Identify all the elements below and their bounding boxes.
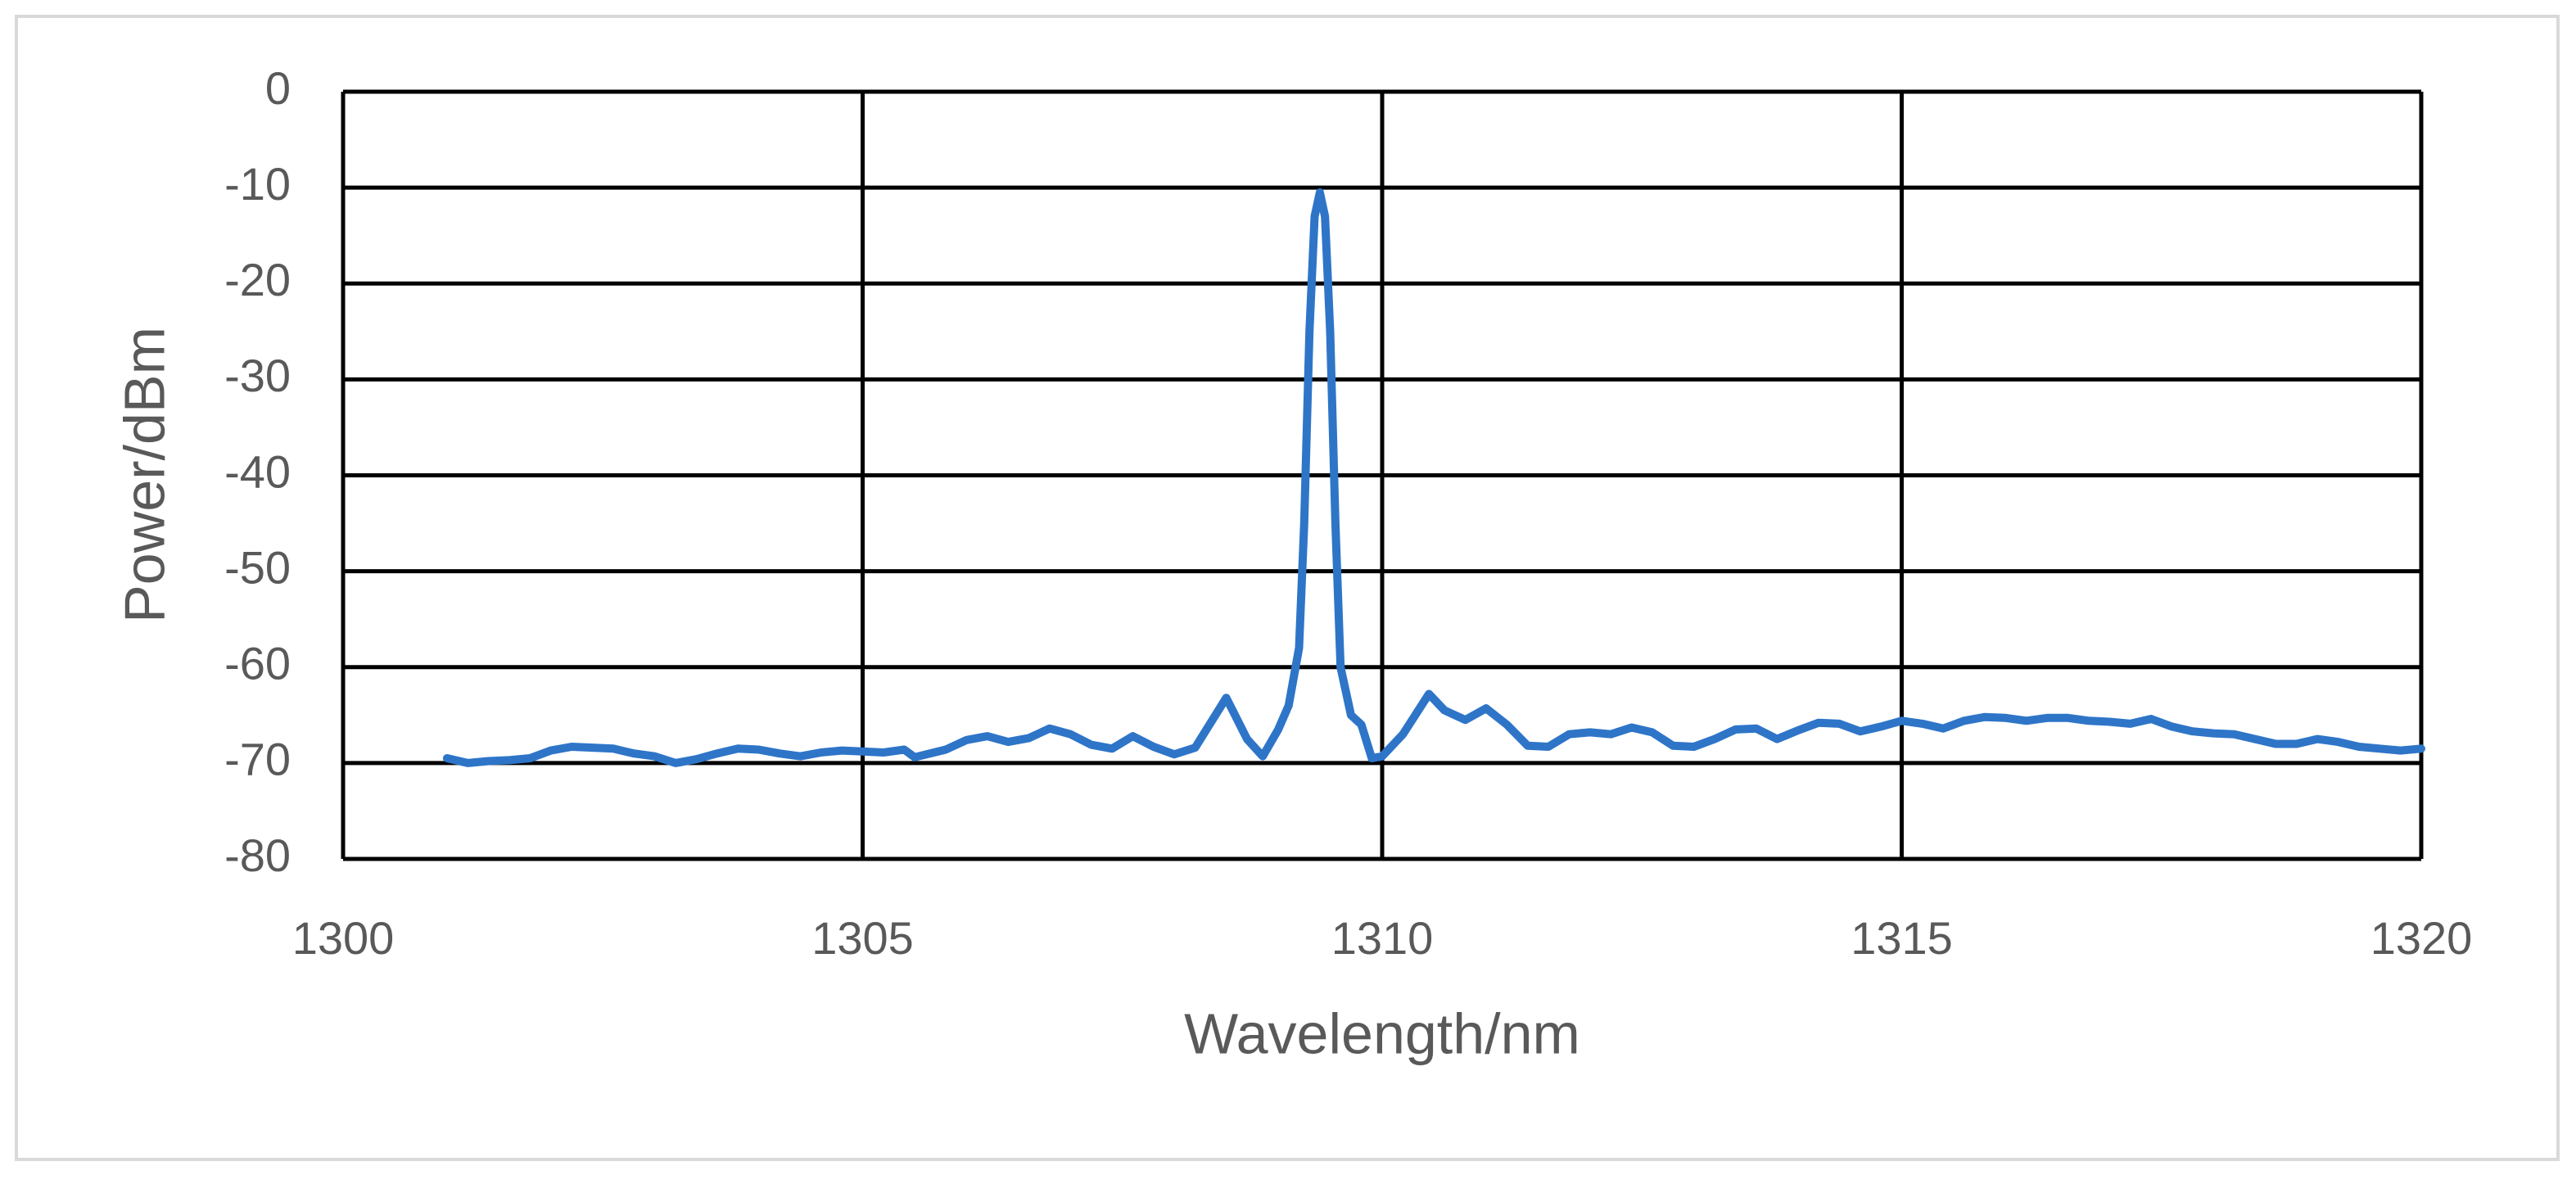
y-tick-label: -20 xyxy=(224,254,291,305)
y-tick-label: -40 xyxy=(224,445,291,497)
y-tick-label: -50 xyxy=(224,541,291,593)
y-tick-label: -60 xyxy=(224,638,291,689)
data-line xyxy=(442,188,2425,767)
x-tick-label: 1315 xyxy=(1851,912,1953,964)
x-tick-label: 1320 xyxy=(2370,912,2473,964)
x-axis-title: Wavelength/nm xyxy=(1184,1001,1580,1065)
x-tick-label: 1305 xyxy=(811,912,914,964)
x-tick-label: 1310 xyxy=(1331,912,1434,964)
y-tick-label: -70 xyxy=(224,734,291,785)
chart-frame xyxy=(15,15,2560,1161)
y-tick-label: -80 xyxy=(224,829,291,881)
y-tick-label: 0 xyxy=(265,62,291,114)
y-tick-label: -30 xyxy=(224,350,291,401)
y-axis-title: Power/dBm xyxy=(112,327,176,623)
y-tick-label: -10 xyxy=(224,158,291,210)
x-tick-label: 1300 xyxy=(292,912,395,964)
